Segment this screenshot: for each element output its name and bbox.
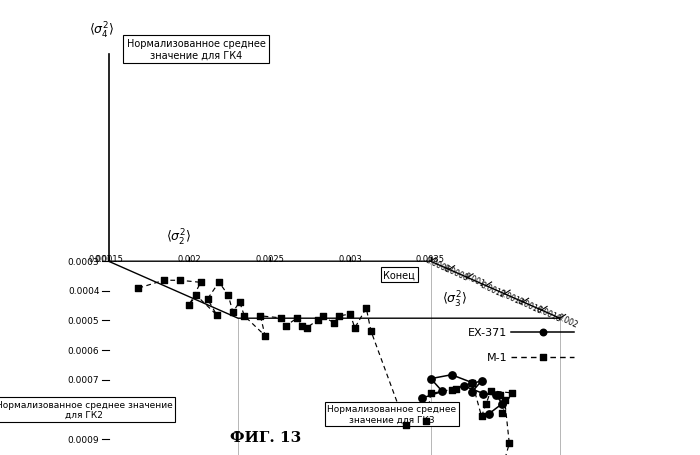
Text: 0.0016: 0.0016 [516,296,544,315]
Point [195,279,206,286]
Point [255,313,266,320]
Text: $\langle\sigma_2^2\rangle$: $\langle\sigma_2^2\rangle$ [166,228,191,248]
Point [312,317,323,324]
Point [437,388,448,395]
Point [365,328,377,335]
Point [211,312,223,319]
Point [425,375,437,382]
Point [467,388,478,395]
Point [400,421,411,429]
Point [494,391,505,399]
Point [506,389,517,397]
Text: Нормализованное среднее
значение для ГК4: Нормализованное среднее значение для ГК4 [127,39,265,61]
Text: 0.0006: 0.0006 [68,346,99,355]
Text: 0.0008: 0.0008 [68,405,99,414]
Point [228,308,239,316]
Text: 0.0007: 0.0007 [68,375,99,384]
Point [446,371,457,379]
Text: $\langle\sigma_3^2\rangle$: $\langle\sigma_3^2\rangle$ [442,289,468,309]
Point [467,379,478,386]
Point [214,279,225,286]
Text: 0.0008: 0.0008 [442,263,470,283]
Text: 0.0006: 0.0006 [424,255,452,275]
Point [481,400,492,407]
Point [483,410,494,418]
Point [499,396,510,404]
Text: 0.001: 0.001 [88,254,112,263]
Point [301,324,312,332]
Point [183,302,195,309]
Text: 0.003: 0.003 [338,255,362,264]
Point [317,313,328,320]
Point [280,323,291,330]
Point [234,298,245,306]
Point [349,324,360,332]
Text: 0.0004: 0.0004 [68,287,99,296]
Point [223,292,234,299]
Point [239,313,250,320]
Text: 0.0035: 0.0035 [416,255,445,264]
Text: 0.001: 0.001 [463,272,486,289]
Point [344,311,356,318]
Point [504,440,515,447]
Point [467,379,478,386]
Point [328,319,339,327]
Point [296,323,307,330]
Point [451,385,462,392]
Point [476,413,487,420]
Text: 0.002: 0.002 [555,312,579,329]
Text: $\langle\sigma_4^2\rangle$: $\langle\sigma_4^2\rangle$ [89,21,114,41]
Point [476,377,487,384]
Point [260,332,271,339]
Text: 0.0014: 0.0014 [498,288,526,307]
Text: 0.0012: 0.0012 [479,280,507,299]
Point [490,391,501,399]
Text: 0.0005: 0.0005 [68,316,99,325]
Point [174,277,186,284]
Point [158,277,169,284]
Point [360,305,372,312]
Text: 0.0009: 0.0009 [68,435,99,444]
Point [537,329,548,336]
Point [292,314,303,322]
Point [333,313,344,320]
Point [446,386,457,393]
Text: ФИГ. 13: ФИГ. 13 [230,430,302,444]
Point [133,285,144,292]
Text: 0.0003: 0.0003 [68,257,99,266]
Text: Конец: Конец [383,270,415,280]
Point [421,418,432,425]
Point [497,409,508,416]
Point [416,395,427,402]
Text: Нормализованное среднее значение
для ГК2: Нормализованное среднее значение для ГК2 [0,400,172,419]
Point [478,390,489,397]
Point [202,296,213,303]
Point [276,314,287,322]
Point [497,400,508,407]
Text: EX-371: EX-371 [468,327,508,337]
Text: 0.0018: 0.0018 [535,304,562,324]
Point [485,387,496,394]
Point [190,292,202,299]
Text: 0.0025: 0.0025 [255,255,284,264]
Text: 0.002: 0.002 [177,255,201,264]
Text: Нормализованное среднее
значение для ГК3: Нормализованное среднее значение для ГК3 [328,404,456,424]
Text: M-1: M-1 [487,352,508,362]
Point [537,354,548,361]
Point [458,383,469,390]
Text: 0.0015: 0.0015 [94,255,123,264]
Point [425,390,437,397]
